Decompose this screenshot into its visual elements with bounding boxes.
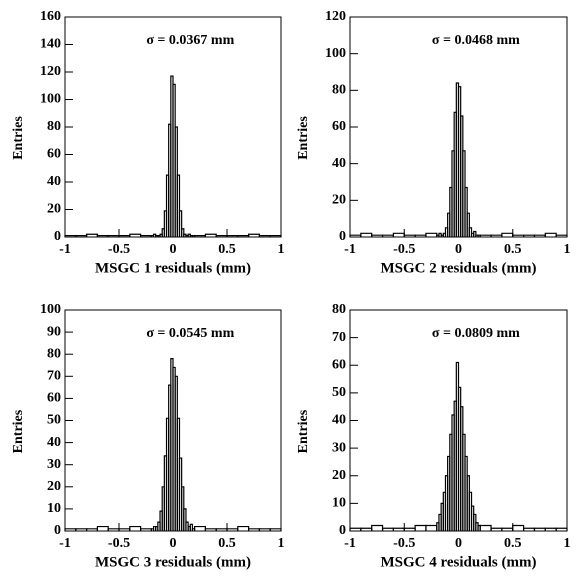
x-tick-label: 1 [278,536,285,551]
histogram-bin [237,525,250,531]
y-tick-label: 60 [332,119,346,134]
y-tick-label: 140 [40,37,61,52]
y-tick-label: 20 [332,468,346,483]
y-tick-label: 40 [47,174,61,189]
y-tick-label: 10 [332,496,346,511]
y-tick-label: 80 [332,302,346,317]
x-tick-label: 0 [455,242,462,257]
histogram-bin [414,524,427,531]
x-tick-label: 0 [170,536,177,551]
y-tick-label: 80 [332,83,346,98]
y-tick-label: 120 [40,64,61,79]
x-tick-label: 0 [170,242,177,257]
x-tick-label: -1 [344,242,356,257]
x-tick-label: -1 [344,536,356,551]
y-tick-label: 50 [47,413,61,428]
histogram-bin [194,525,206,531]
y-tick-label: 70 [47,369,61,384]
histogram-bin [371,524,384,531]
y-tick-label: 0 [54,229,61,244]
x-axis-label: MSGC 3 residuals (mm) [95,554,251,570]
y-tick-label: 0 [54,523,61,538]
x-tick-label: -0.5 [393,242,415,257]
x-tick-label: -0.5 [108,536,130,551]
histogram-bin [479,524,492,531]
y-tick-label: 0 [339,229,346,244]
y-tick-label: 40 [47,435,61,450]
x-tick-label: 0.5 [218,536,236,551]
x-axis-label: MSGC 1 residuals (mm) [95,260,251,276]
histogram-bin [129,525,142,531]
y-tick-label: 60 [47,147,61,162]
histogram-bin [269,528,282,531]
histogram-bin [176,174,181,237]
histogram-bin [473,230,477,237]
x-tick-label: 1 [278,242,285,257]
histogram-bin [425,232,438,237]
annotation: σ = 0.0809 mm [432,326,520,341]
y-tick-label: 100 [325,46,346,61]
histogram-bin [466,212,470,237]
histogram-bin [189,523,194,531]
x-axis-label: MSGC 4 residuals (mm) [381,554,537,570]
x-tick-label: 0.5 [218,242,236,257]
x-tick-label: 0.5 [504,242,522,257]
histogram-bin [178,210,183,237]
x-tick-label: 0 [455,536,462,551]
y-tick-label: 10 [47,501,61,516]
y-tick-label: 50 [332,385,346,400]
y-tick-label: 100 [40,92,61,107]
histogram-bin [269,235,282,237]
histogram-bin [181,228,185,237]
y-tick-label: 60 [332,357,346,372]
annotation: σ = 0.0367 mm [146,33,234,48]
y-tick-label: 30 [332,440,346,455]
x-tick-label: -1 [59,536,71,551]
y-tick-label: 40 [332,156,346,171]
y-axis-label: Entries [296,409,311,453]
x-tick-label: 1 [564,242,571,257]
y-axis-label: Entries [11,116,26,160]
histogram-bin [360,232,373,237]
y-tick-label: 100 [40,302,61,317]
histogram-bin [468,227,473,237]
x-tick-label: 0.5 [504,536,522,551]
y-tick-label: 20 [332,193,346,208]
y-tick-label: 90 [47,324,61,339]
y-tick-label: 30 [47,457,61,472]
y-tick-label: 20 [47,202,61,217]
histogram-bin [544,232,557,237]
y-tick-label: 40 [332,413,346,428]
y-axis-label: Entries [11,409,26,453]
histogram-bin [425,524,438,531]
x-tick-label: -0.5 [108,242,130,257]
histogram-bin [555,234,568,237]
histogram-bin [96,525,109,531]
y-tick-label: 120 [325,9,346,24]
histogram-bin [464,186,468,237]
y-tick-label: 60 [47,391,61,406]
histogram-bin [183,508,187,531]
y-tick-label: 20 [47,479,61,494]
x-axis-label: MSGC 2 residuals (mm) [381,260,537,276]
annotation: σ = 0.0545 mm [146,326,234,341]
histogram-bin [512,524,525,531]
histogram-bin [392,232,405,237]
y-tick-label: 80 [47,346,61,361]
annotation: σ = 0.0468 mm [432,33,520,48]
x-tick-label: 1 [564,536,571,551]
y-tick-label: 160 [40,9,61,24]
y-tick-label: 80 [47,119,61,134]
x-tick-label: -1 [59,242,71,257]
y-tick-label: 0 [339,523,346,538]
y-tick-label: 70 [332,330,346,345]
histogram-bin [501,232,514,237]
x-tick-label: -0.5 [393,536,415,551]
y-axis-label: Entries [296,116,311,160]
histogram-bin [555,527,568,531]
